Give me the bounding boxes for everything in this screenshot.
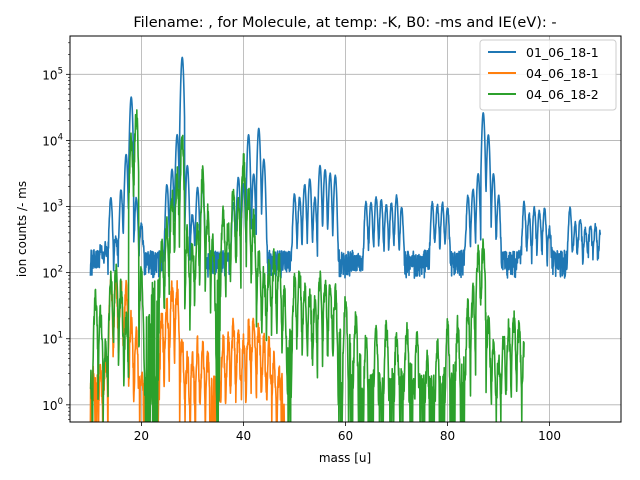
series-lines [89, 56, 602, 422]
x-axis-label: mass [u] [319, 451, 371, 465]
series-line-04_06_18-2 [89, 109, 525, 422]
y-tick-label: 103 [42, 199, 63, 215]
legend-label: 01_06_18-1 [526, 45, 599, 60]
y-tick-label: 100 [42, 397, 63, 413]
legend-label: 04_06_18-2 [526, 87, 599, 102]
x-tick-label: 20 [134, 429, 149, 443]
legend-label: 04_06_18-1 [526, 66, 599, 81]
y-tick-label: 101 [42, 331, 63, 347]
x-tick-label: 100 [538, 429, 561, 443]
x-tick-label: 60 [338, 429, 353, 443]
x-tick-label: 80 [440, 429, 455, 443]
legend-box [479, 39, 617, 111]
series-line-01_06_18-1 [89, 56, 602, 279]
y-axis-label: ion counts /- ms [15, 181, 29, 277]
x-tick-label: 40 [236, 429, 251, 443]
y-tick-label: 105 [42, 66, 63, 82]
axis-ticks: 20 40 60 80 100 100 101 102 103 104 105 [42, 42, 561, 443]
y-tick-label: 102 [42, 265, 63, 281]
chart-title: Filename: , for Molecule, at temp: -K, B… [133, 15, 556, 31]
legend-entries: 01_06_18-1 04_06_18-1 04_06_18-2 [488, 45, 599, 102]
legend: 01_06_18-1 04_06_18-1 04_06_18-2 [479, 39, 617, 111]
y-tick-label: 104 [42, 132, 63, 148]
